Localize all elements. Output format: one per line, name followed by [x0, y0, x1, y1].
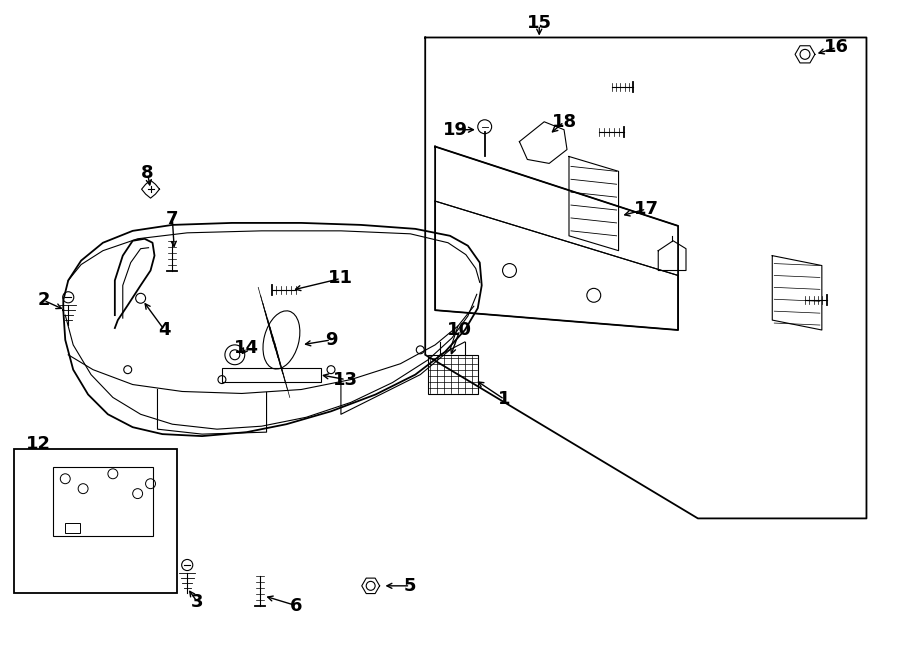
Text: 19: 19: [443, 121, 467, 139]
Text: 3: 3: [191, 593, 203, 611]
Text: 4: 4: [158, 321, 171, 339]
Bar: [14, 449, 177, 593]
Text: 16: 16: [824, 38, 850, 56]
Text: 8: 8: [141, 165, 154, 182]
Text: 9: 9: [325, 331, 338, 349]
Text: 18: 18: [552, 113, 577, 131]
Text: 6: 6: [290, 597, 302, 615]
Text: 17: 17: [634, 200, 659, 218]
Bar: [222, 368, 321, 381]
Bar: [428, 355, 478, 395]
Text: 15: 15: [526, 14, 552, 32]
Text: 5: 5: [404, 577, 417, 595]
Text: 13: 13: [333, 371, 358, 389]
Text: 1: 1: [499, 391, 511, 408]
Text: 7: 7: [166, 210, 178, 228]
Text: 11: 11: [328, 270, 354, 288]
Bar: [66, 524, 80, 533]
Text: 10: 10: [447, 321, 473, 339]
Text: 2: 2: [37, 292, 50, 309]
Text: 12: 12: [26, 435, 51, 453]
Text: 14: 14: [234, 339, 259, 357]
Bar: [53, 467, 152, 536]
